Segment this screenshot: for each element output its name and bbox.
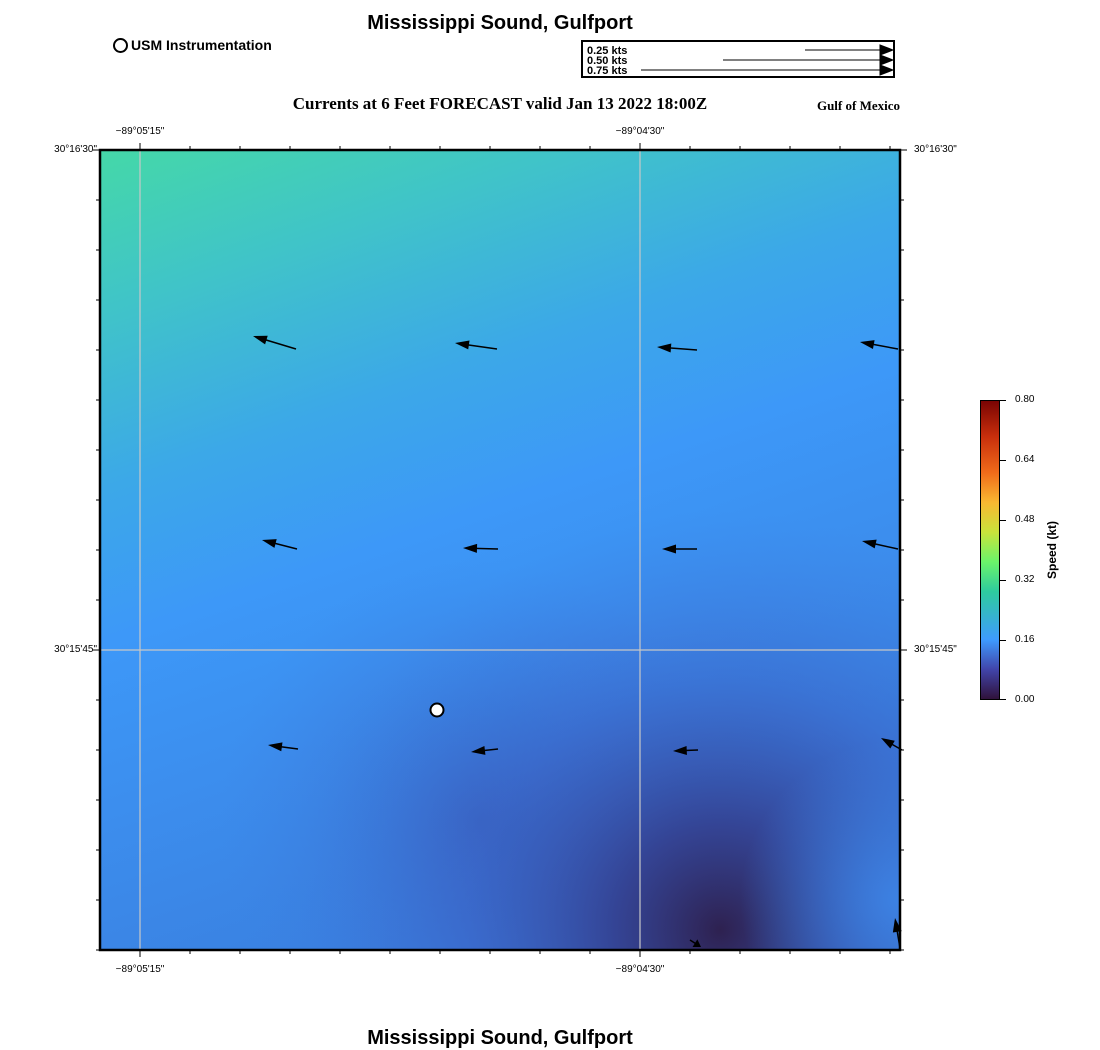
current-vector-shaft [264,338,297,350]
scale-label-075: 0.75 kts [587,65,628,77]
scale-label-025: 0.25 kts [587,45,628,57]
footer-title: Mississippi Sound, Gulfport [367,1027,633,1049]
colorbar-label: 0.00 [1015,694,1035,705]
colorbar-tick [1000,580,1006,581]
current-vector-head [268,742,283,752]
current-vector-head [262,539,277,548]
current-vector-head [673,745,687,755]
colorbar-title: Speed (kt) [1045,520,1059,580]
frame-ticks [93,143,907,957]
colorbar-label: 0.16 [1015,634,1035,645]
colorbar-tick [1000,699,1006,700]
current-vectors [253,335,903,949]
current-vector-shaft [466,343,498,350]
current-vector-shaft [482,748,499,752]
current-vector-shaft [279,745,299,750]
scale-label-050: 0.50 kts [587,55,628,67]
current-vector-shaft [474,547,499,550]
station-legend-label: USM Instrumentation [131,37,272,53]
lat-label-right-1: 30°16'30" [914,144,957,155]
speed-field-edge [100,150,900,950]
forecast-subtitle: Currents at 6 Feet FORECAST valid Jan 13… [292,94,708,113]
colorbar-label: 0.80 [1015,394,1035,405]
usm-station-marker [429,702,445,718]
current-vector-head [662,544,676,554]
current-vector-head [471,745,486,755]
map-title: Mississippi Sound, Gulfport [367,12,633,34]
current-vector-shaft [684,749,699,752]
graticule [100,150,900,950]
scale-arrowhead-075 [879,64,893,76]
lat-label-left-1: 30°16'30" [54,144,97,155]
colorbar-tick [1000,460,1006,461]
station-legend: USM Instrumentation [113,37,272,53]
current-vector-head [862,539,877,549]
scale-arrowhead-025 [879,44,893,56]
current-vector-shaft [896,929,901,949]
current-vector-head [692,939,701,947]
current-vector-shaft [273,542,298,550]
colorbar-tick [1000,400,1006,401]
colorbar-label: 0.32 [1015,574,1035,585]
lat-label-left-2: 30°15'45" [54,644,97,655]
colorbar-tick [1000,640,1006,641]
speed-colorbar [980,400,1000,700]
current-vector-head [463,543,478,553]
current-vector-shaft [668,347,698,351]
lon-label-top-2: −89°04'30" [615,126,665,137]
lat-label-right-2: 30°15'45" [914,644,957,655]
lon-label-top-1: −89°05'15" [115,126,165,137]
scale-arrows [641,44,893,76]
current-vector-head [881,738,895,749]
speed-scale-legend: 0.25 kts 0.50 kts 0.75 kts [581,40,895,78]
current-vector-head [253,335,268,345]
current-vector-shaft [873,542,899,550]
scale-arrowhead-050 [879,54,893,66]
colorbar-label: 0.64 [1015,454,1035,465]
current-vector-shaft [871,343,899,350]
region-label: Gulf of Mexico [816,98,900,113]
circle-icon [113,37,128,53]
current-vector-shaft [890,742,903,751]
current-vector-head [455,340,470,350]
current-vector-head [657,343,672,353]
colorbar-tick [1000,520,1006,521]
current-vector-head [860,340,875,349]
current-vector-head [892,918,902,933]
lon-label-bottom-1: −89°05'15" [115,964,165,975]
lon-label-bottom-2: −89°04'30" [615,964,665,975]
colorbar-label: 0.48 [1015,514,1035,525]
